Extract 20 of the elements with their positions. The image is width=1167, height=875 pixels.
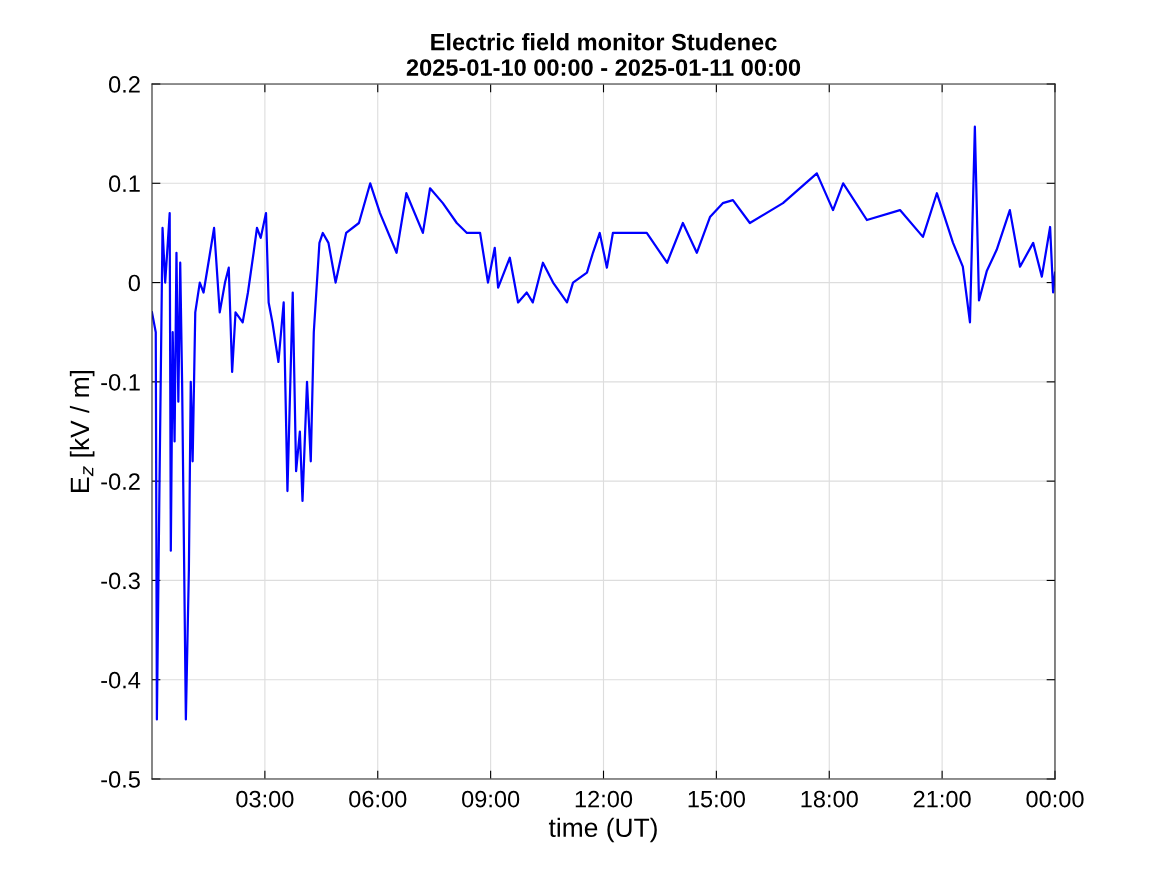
y-tick-label: -0.3 (101, 572, 140, 590)
x-tick-label: 06:00 (349, 790, 407, 808)
y-tick-label: -0.4 (101, 671, 141, 689)
x-tick-label: 18:00 (801, 790, 858, 808)
y-tick-label: -0.1 (101, 373, 140, 391)
x-axis-title: time (UT) (548, 817, 657, 843)
line-series (152, 125, 1055, 721)
y-tick-label: -0.5 (101, 771, 140, 788)
y-tick-label: 0.1 (108, 175, 140, 193)
x-tick-label: 09:00 (462, 790, 520, 808)
chart-title: Electric field monitor Studenec 2025-01-10 00:00 - 2025-01-11 00:00 (406, 33, 801, 76)
x-tick-label: 12:00 (575, 790, 633, 808)
x-tick-label: 21:00 (913, 790, 971, 808)
x-tick-label: 03:00 (236, 790, 294, 808)
y-tick-label: -0.2 (101, 473, 140, 490)
y-tick-label: 0 (128, 274, 140, 292)
y-axis-title: E$_{z}$ [kV / m] (69, 370, 95, 492)
x-tick-label: 00:00 (1026, 790, 1084, 808)
x-tick-label: 15:00 (688, 790, 745, 808)
y-tick-label: 0.2 (108, 76, 140, 93)
